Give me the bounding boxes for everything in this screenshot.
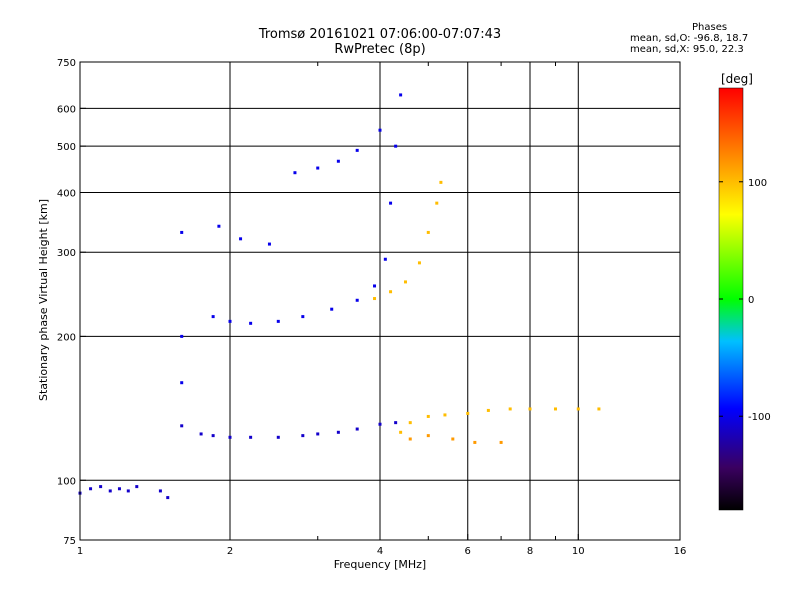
data-point bbox=[217, 224, 221, 228]
data-point bbox=[180, 334, 184, 338]
y-tick-label: 75 bbox=[63, 536, 76, 547]
data-point bbox=[99, 485, 103, 489]
y-axis-label: Stationary phase Virtual Height [km] bbox=[37, 199, 50, 401]
grid-lines bbox=[80, 62, 680, 540]
data-point bbox=[508, 407, 512, 411]
data-point bbox=[228, 435, 232, 439]
y-tick-label: 500 bbox=[57, 142, 76, 153]
data-point bbox=[228, 319, 232, 323]
colorbar-ticks: -100 0 100 bbox=[719, 178, 771, 423]
data-point bbox=[417, 261, 421, 265]
axis-ticks: 1 2 4 6 8 10 16 75 100 200 300 400 500 600 750 bbox=[57, 58, 686, 557]
data-point bbox=[399, 93, 403, 97]
data-point bbox=[180, 424, 184, 428]
colorbar-tick-label: 100 bbox=[748, 178, 767, 189]
data-point bbox=[426, 230, 430, 234]
data-point bbox=[249, 321, 253, 325]
data-point bbox=[378, 128, 382, 132]
data-point bbox=[249, 435, 253, 439]
data-point bbox=[89, 487, 93, 491]
data-point bbox=[435, 201, 439, 205]
data-point bbox=[301, 315, 305, 319]
data-point bbox=[276, 319, 280, 323]
colorbar-tick-label: 0 bbox=[748, 295, 754, 306]
data-point bbox=[355, 148, 359, 152]
y-tick-label: 400 bbox=[57, 188, 76, 199]
data-point bbox=[211, 315, 215, 319]
chart-subtitle: RwPretec (8p) bbox=[334, 42, 426, 57]
y-tick-label: 200 bbox=[57, 332, 76, 343]
data-point bbox=[553, 407, 557, 411]
data-point bbox=[336, 430, 340, 434]
data-point bbox=[301, 434, 305, 438]
data-point bbox=[158, 489, 162, 493]
data-point bbox=[211, 434, 215, 438]
data-point bbox=[373, 284, 377, 288]
y-tick-label: 750 bbox=[57, 58, 76, 69]
legend-line-x: mean, sd,X: 95.0, 22.3 bbox=[630, 44, 744, 55]
data-point bbox=[451, 437, 455, 441]
data-point bbox=[293, 171, 297, 175]
y-tick-label: 600 bbox=[57, 104, 76, 115]
x-tick-label: 2 bbox=[227, 546, 233, 557]
y-tick-label: 300 bbox=[57, 248, 76, 259]
data-point bbox=[426, 414, 430, 418]
data-point bbox=[108, 489, 112, 493]
data-point bbox=[486, 408, 490, 412]
data-point bbox=[439, 180, 443, 184]
data-point bbox=[394, 144, 398, 148]
colorbar-tick-label: -100 bbox=[748, 412, 771, 423]
data-point bbox=[316, 432, 320, 436]
data-point bbox=[135, 485, 139, 489]
data-point bbox=[330, 307, 334, 311]
data-point bbox=[399, 430, 403, 434]
x-axis-label: Frequency [MHz] bbox=[334, 558, 426, 571]
legend-title: Phases bbox=[692, 22, 728, 33]
data-point bbox=[576, 407, 580, 411]
chart-title: Tromsø 20161021 07:06:00-07:07:43 bbox=[258, 27, 502, 42]
data-point bbox=[316, 166, 320, 170]
data-point bbox=[499, 440, 503, 444]
data-point bbox=[180, 230, 184, 234]
data-point bbox=[166, 496, 170, 500]
x-tick-label: 16 bbox=[674, 546, 687, 557]
data-point bbox=[355, 298, 359, 302]
phases-legend: Phases mean, sd,O: -96.8, 18.7 mean, sd,… bbox=[630, 22, 790, 55]
data-point bbox=[473, 440, 477, 444]
data-point bbox=[355, 427, 359, 431]
x-tick-label: 6 bbox=[465, 546, 471, 557]
x-tick-label: 4 bbox=[377, 546, 383, 557]
data-points bbox=[78, 93, 601, 500]
data-point bbox=[443, 413, 447, 417]
x-tick-label: 8 bbox=[527, 546, 533, 557]
data-point bbox=[117, 487, 121, 491]
data-point bbox=[597, 407, 601, 411]
data-point bbox=[426, 434, 430, 438]
data-point bbox=[394, 421, 398, 425]
data-point bbox=[126, 489, 130, 493]
data-point bbox=[276, 435, 280, 439]
x-tick-label: 10 bbox=[572, 546, 585, 557]
data-point bbox=[408, 421, 412, 425]
data-point bbox=[389, 290, 393, 294]
data-point bbox=[389, 201, 393, 205]
data-point bbox=[408, 437, 412, 441]
data-point bbox=[180, 381, 184, 385]
data-point bbox=[466, 411, 470, 415]
data-point bbox=[267, 242, 271, 246]
data-point bbox=[199, 432, 203, 436]
data-point bbox=[239, 237, 243, 241]
data-point bbox=[378, 422, 382, 426]
data-point bbox=[373, 297, 377, 301]
y-tick-label: 100 bbox=[57, 476, 76, 487]
data-point bbox=[336, 159, 340, 163]
x-tick-label: 1 bbox=[77, 546, 83, 557]
legend-line-o: mean, sd,O: -96.8, 18.7 bbox=[630, 33, 749, 44]
data-point bbox=[403, 280, 407, 284]
colorbar-label: [deg] bbox=[721, 72, 753, 86]
data-point bbox=[528, 407, 532, 411]
data-point bbox=[383, 257, 387, 261]
